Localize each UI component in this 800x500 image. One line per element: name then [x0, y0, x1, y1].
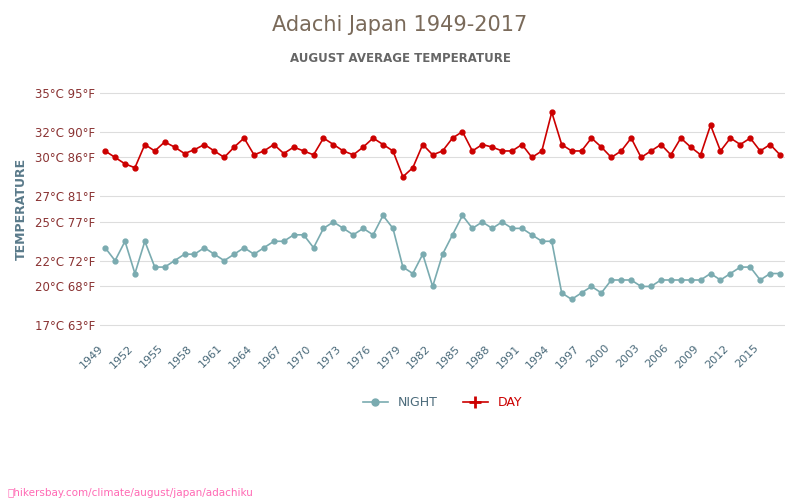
- Text: 📍hikersbay.com/climate/august/japan/adachiku: 📍hikersbay.com/climate/august/japan/adac…: [8, 488, 254, 498]
- Legend: NIGHT, DAY: NIGHT, DAY: [358, 392, 527, 414]
- Text: Adachi Japan 1949-2017: Adachi Japan 1949-2017: [272, 15, 528, 35]
- Y-axis label: TEMPERATURE: TEMPERATURE: [15, 158, 28, 260]
- Text: AUGUST AVERAGE TEMPERATURE: AUGUST AVERAGE TEMPERATURE: [290, 52, 510, 66]
